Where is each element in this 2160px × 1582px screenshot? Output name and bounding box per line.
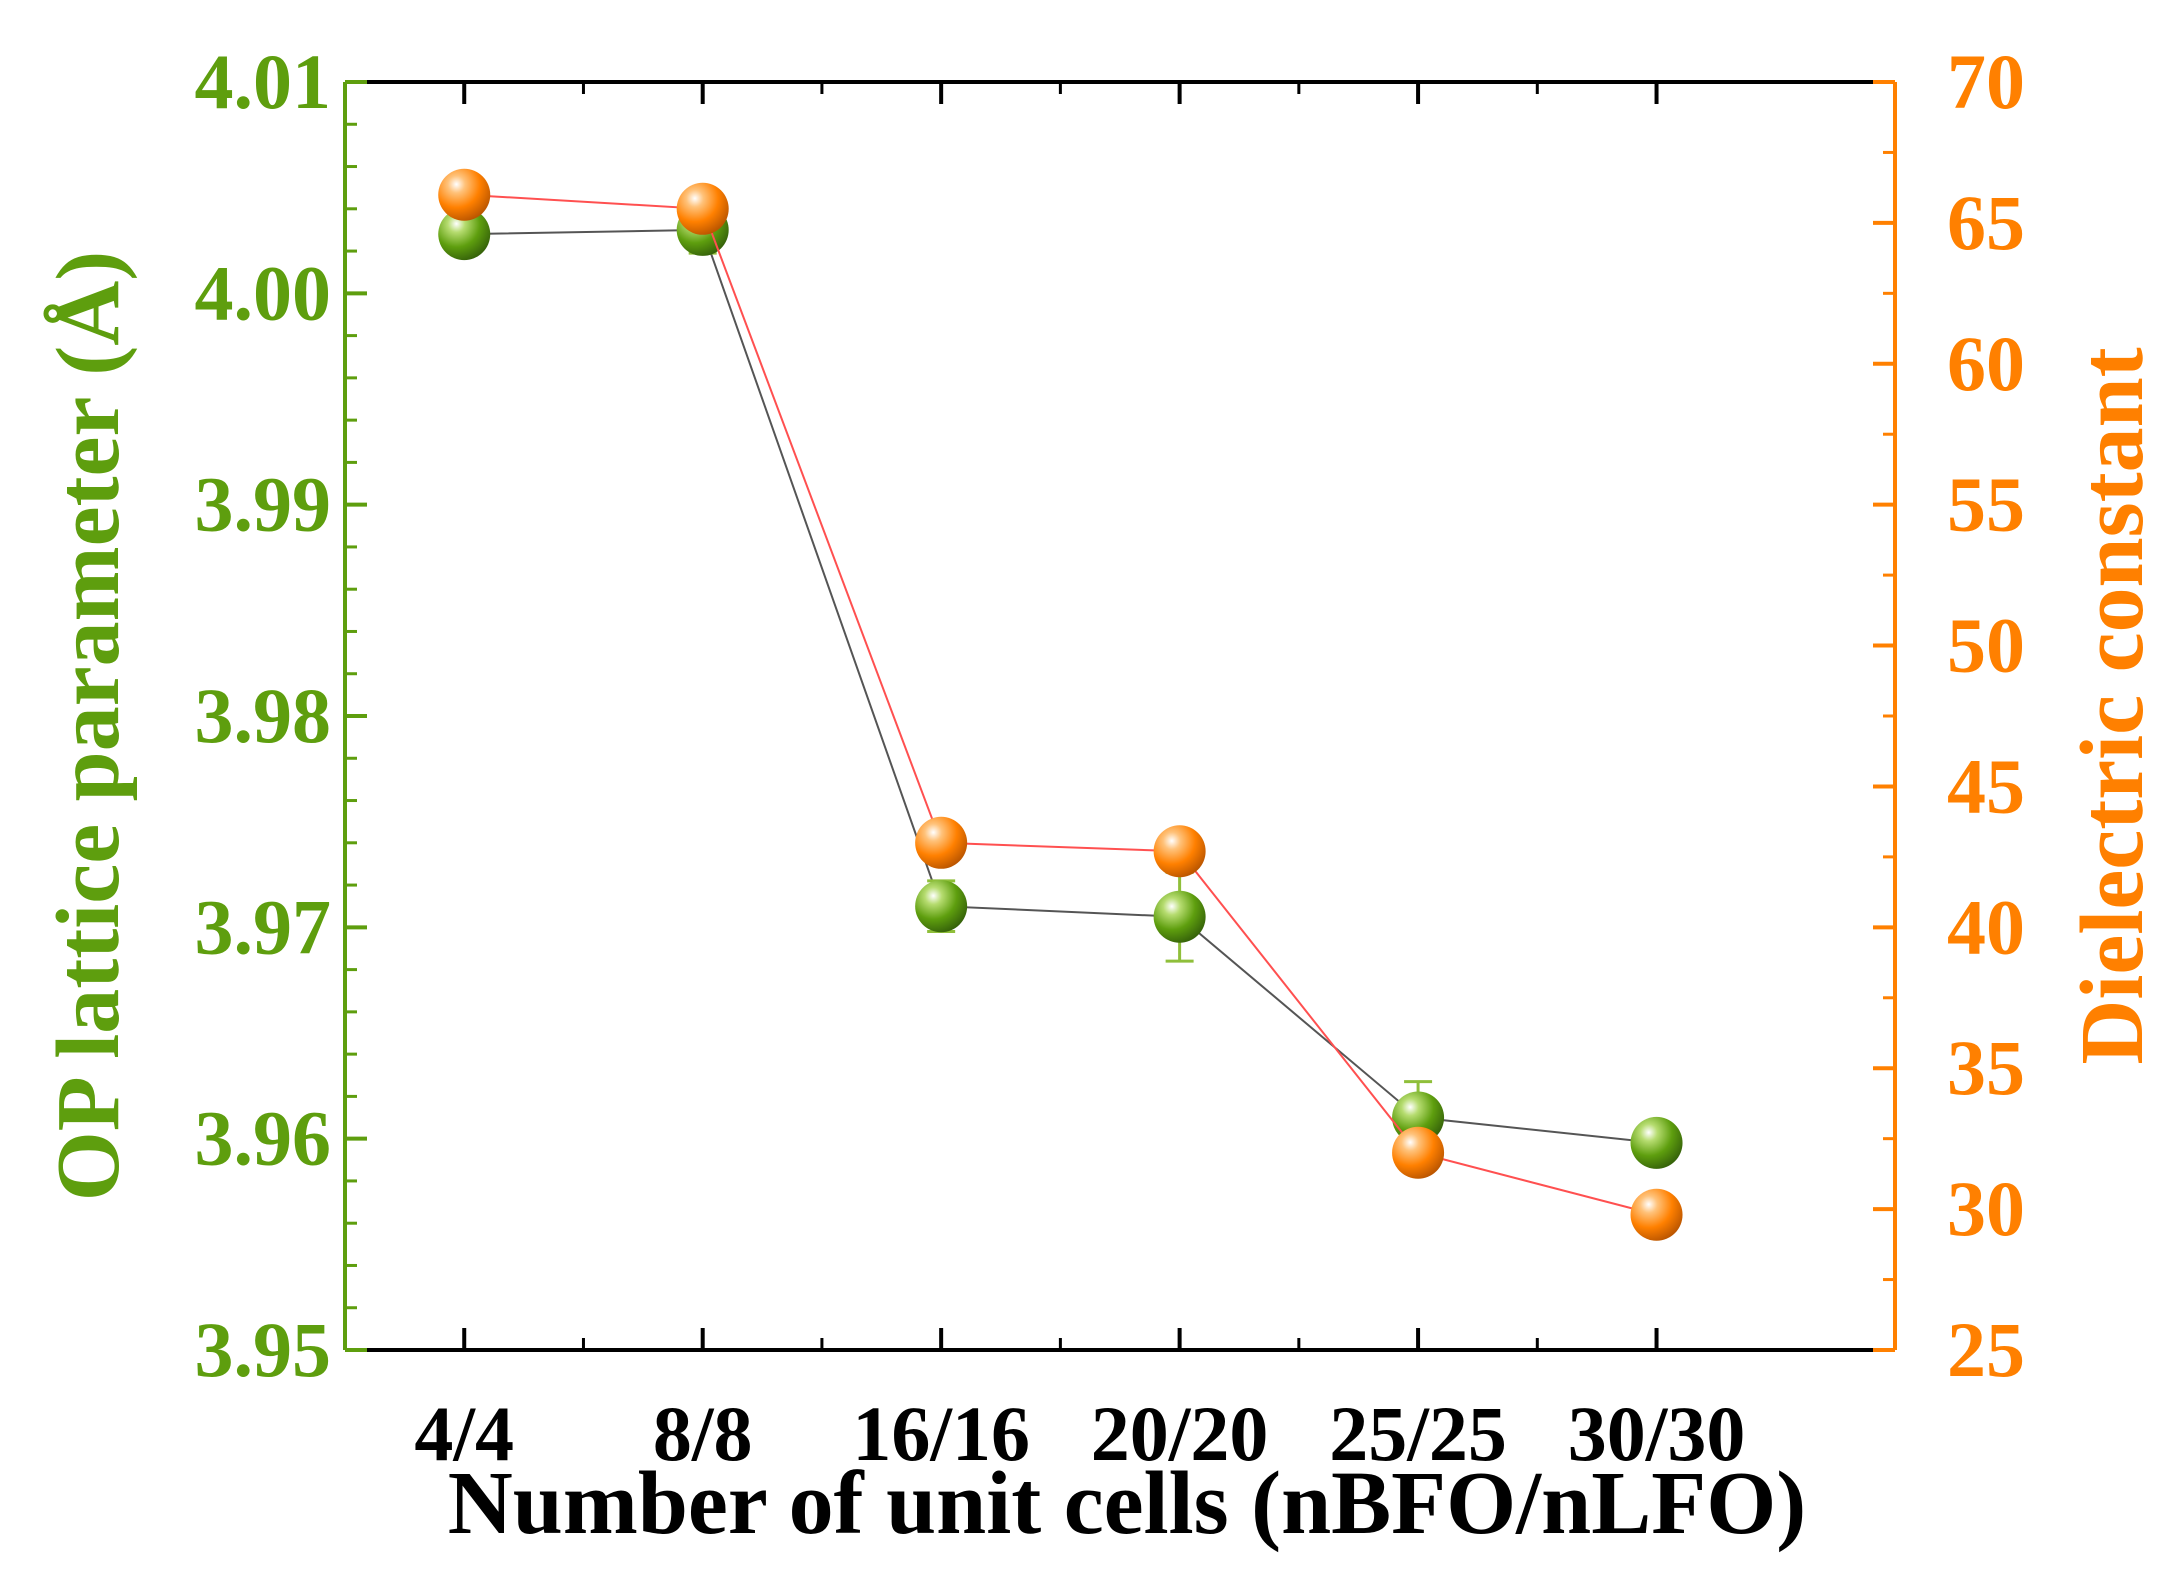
left-tick-label: 3.99 [195,461,332,548]
data-point-left [1153,890,1206,943]
right-tick-label: 30 [1947,1165,2025,1252]
right-tick-label: 50 [1947,602,2025,689]
left-tick-label: 3.96 [195,1095,332,1182]
x-tick-label: 8/8 [653,1390,753,1477]
right-tick-label: 70 [1947,38,2025,125]
right-tick-label: 25 [1947,1306,2025,1393]
right-tick-label: 55 [1947,461,2025,548]
right-tick-label: 65 [1947,179,2025,266]
right-tick-label: 45 [1947,742,2025,829]
data-point-left [1630,1116,1683,1169]
left-tick-label: 3.97 [195,883,332,970]
data-point-left [438,208,491,261]
data-point-left [915,880,968,933]
left-tick-label: 4.01 [195,38,332,125]
right-axis-title: Dielectric constant [2063,347,2160,1064]
right-y-axis: 25 30 35 40 45 50 55 60 65 70 [1873,38,2025,1393]
data-point-right [1153,825,1206,878]
right-tick-label: 60 [1947,320,2025,407]
series-line-left [464,228,1657,1144]
data-point-right [676,182,729,235]
data-point-right [1392,1126,1445,1179]
x-axis: 4/4 8/8 16/16 20/20 25/25 30/30 [414,82,1745,1477]
series-layer [438,168,1683,1241]
series-left [438,203,1683,1169]
x-tick-label: 20/20 [1091,1390,1269,1477]
x-tick-label: 30/30 [1568,1390,1746,1477]
data-point-right [1630,1188,1683,1241]
left-tick-label: 3.98 [195,672,332,759]
x-tick-label: 25/25 [1329,1390,1507,1477]
series-line-right [464,193,1657,1216]
right-tick-label: 35 [1947,1024,2025,1111]
left-tick-label: 3.95 [195,1306,332,1393]
left-tick-label: 4.00 [195,249,332,336]
data-point-right [438,168,491,221]
x-axis-title: Number of unit cells (nBFO/nLFO) [448,1454,1806,1553]
left-axis-title: OP lattice parameter (Å) [39,251,138,1201]
right-tick-label: 40 [1947,883,2025,970]
data-point-right [915,816,968,869]
left-y-axis: 3.95 3.96 3.97 3.98 3.99 4.00 4.01 [195,38,367,1393]
series-right [438,168,1683,1241]
x-tick-label: 4/4 [414,1390,514,1477]
x-tick-label: 16/16 [852,1390,1030,1477]
